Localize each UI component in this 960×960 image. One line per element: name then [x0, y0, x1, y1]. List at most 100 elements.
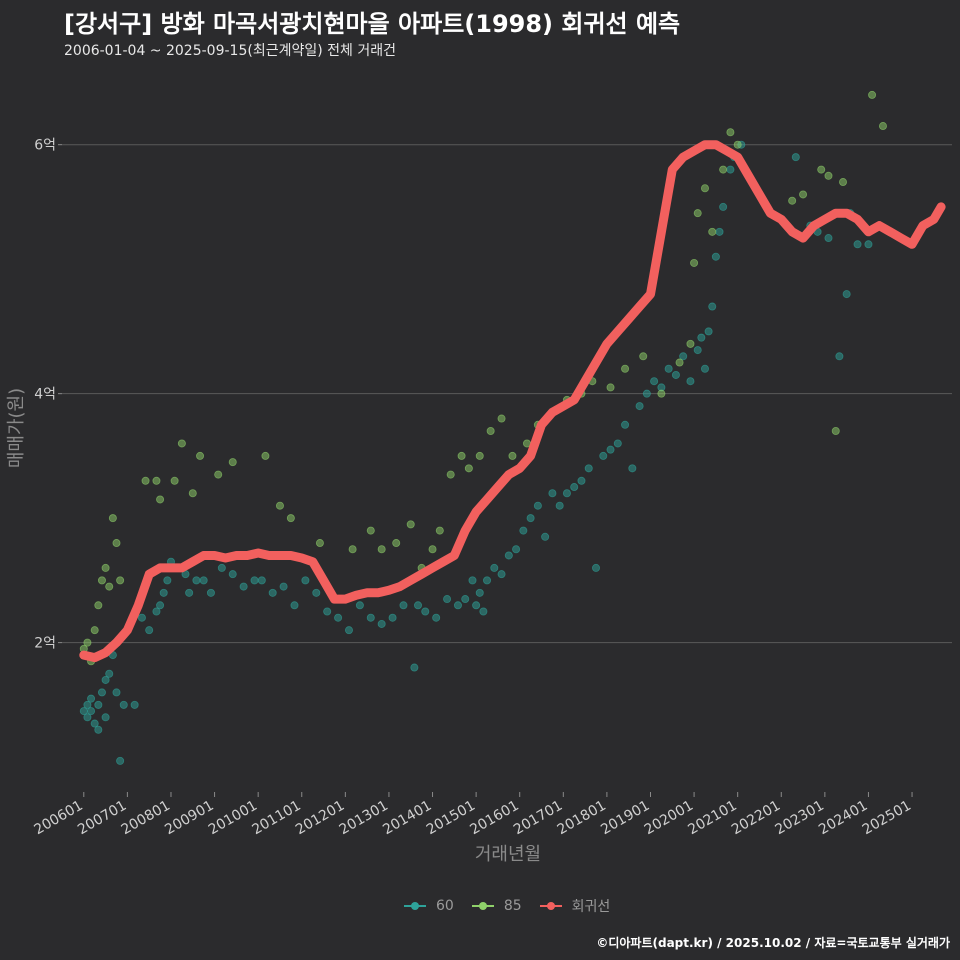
data-point-85 [719, 165, 728, 174]
legend-label-regression: 회귀선 [571, 899, 611, 915]
data-point-60 [94, 725, 103, 734]
data-point-85 [228, 458, 237, 467]
data-point-60 [468, 576, 477, 585]
data-point-60 [864, 240, 873, 249]
data-point-85 [878, 122, 887, 131]
data-point-60 [592, 563, 601, 572]
data-point-85 [700, 184, 709, 193]
data-point-85 [141, 476, 150, 485]
data-point-85 [508, 451, 517, 460]
data-point-60 [555, 501, 564, 510]
data-point-60 [163, 576, 172, 585]
data-point-60 [541, 532, 550, 541]
y-tick-label: 2억 [34, 636, 56, 652]
data-point-85 [105, 582, 114, 591]
data-point-60 [472, 601, 481, 610]
data-point-85 [497, 414, 506, 423]
data-point-60 [355, 601, 364, 610]
x-tick-label: 200601 [32, 798, 86, 839]
data-point-60 [715, 227, 724, 236]
data-point-85 [156, 495, 165, 504]
data-point-60 [461, 595, 470, 604]
data-point-85 [196, 451, 205, 460]
data-point-60 [719, 202, 728, 211]
data-point-85 [286, 514, 295, 523]
legend-label-85: 85 [503, 898, 522, 914]
data-point-60 [239, 582, 248, 591]
data-point-60 [497, 570, 506, 579]
data-point-85 [475, 451, 484, 460]
data-point-85 [799, 190, 808, 199]
data-point-85 [112, 539, 121, 548]
data-point-85 [686, 339, 695, 348]
data-point-85 [657, 389, 666, 398]
legend-key-regression [539, 899, 562, 913]
data-point-60 [87, 707, 96, 716]
data-point-60 [94, 700, 103, 709]
data-point-60 [853, 240, 862, 249]
x-tick-label: 201301 [337, 798, 391, 839]
y-tick-label: 4억 [34, 387, 56, 403]
data-point-60 [301, 576, 310, 585]
data-point-60 [570, 483, 579, 492]
data-point-85 [406, 520, 415, 529]
x-tick-label: 200901 [162, 798, 216, 839]
data-point-60 [599, 451, 608, 460]
data-point-85 [261, 451, 270, 460]
data-point-60 [290, 601, 299, 610]
data-point-60 [475, 588, 484, 597]
data-point-60 [399, 601, 408, 610]
data-point-60 [105, 669, 114, 678]
data-point-60 [628, 464, 637, 473]
data-point-60 [97, 688, 106, 697]
x-tick-label: 202301 [773, 798, 827, 839]
data-point-85 [606, 383, 615, 392]
data-point-60 [119, 700, 128, 709]
data-point-60 [268, 588, 277, 597]
x-tick-label: 202001 [642, 798, 696, 839]
legend-key-60 [404, 899, 426, 913]
data-point-60 [101, 713, 110, 722]
x-tick-label: 201201 [293, 798, 347, 839]
data-point-85 [90, 626, 99, 635]
data-point-85 [621, 364, 630, 373]
data-point-85 [152, 476, 161, 485]
data-point-60 [606, 445, 615, 454]
data-point-60 [642, 389, 651, 398]
legend: 60 85 회귀선 [404, 896, 628, 916]
data-point-60 [199, 576, 208, 585]
data-point-60 [635, 402, 644, 411]
data-point-85 [839, 178, 848, 187]
data-point-60 [842, 290, 851, 299]
data-point-60 [116, 756, 125, 765]
data-point-85 [116, 576, 125, 585]
data-point-60 [504, 551, 513, 560]
data-point-60 [526, 514, 535, 523]
data-point-60 [257, 576, 266, 585]
data-point-85 [83, 638, 92, 647]
data-point-60 [533, 501, 542, 510]
data-point-60 [490, 563, 499, 572]
data-point-60 [443, 595, 452, 604]
data-point-60 [824, 234, 833, 243]
data-point-60 [512, 545, 521, 554]
data-point-60 [101, 675, 110, 684]
data-point-85 [170, 476, 179, 485]
data-point-85 [457, 451, 466, 460]
data-point-60 [693, 346, 702, 355]
legend-item-60: 60 [404, 898, 454, 914]
data-point-85 [275, 501, 284, 510]
data-point-60 [835, 352, 844, 361]
data-point-85 [392, 539, 401, 548]
data-point-60 [621, 420, 630, 429]
data-point-85 [639, 352, 648, 361]
data-point-60 [650, 377, 659, 386]
legend-key-85 [471, 899, 494, 913]
x-tick-label: 202401 [816, 798, 870, 839]
data-point-60 [279, 582, 288, 591]
x-tick-label: 201401 [380, 798, 434, 839]
data-point-60 [453, 601, 462, 610]
data-point-85 [486, 426, 495, 435]
regression-line [79, 140, 946, 663]
